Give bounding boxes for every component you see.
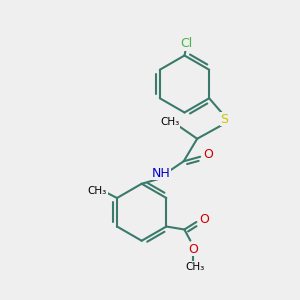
Text: O: O <box>199 212 209 226</box>
Text: CH₃: CH₃ <box>185 262 205 272</box>
Text: O: O <box>204 148 214 161</box>
Text: O: O <box>188 242 198 256</box>
Text: Cl: Cl <box>180 37 192 50</box>
Text: CH₃: CH₃ <box>160 117 180 127</box>
Text: S: S <box>220 113 228 126</box>
Text: CH₃: CH₃ <box>88 186 107 196</box>
Text: NH: NH <box>152 167 171 180</box>
